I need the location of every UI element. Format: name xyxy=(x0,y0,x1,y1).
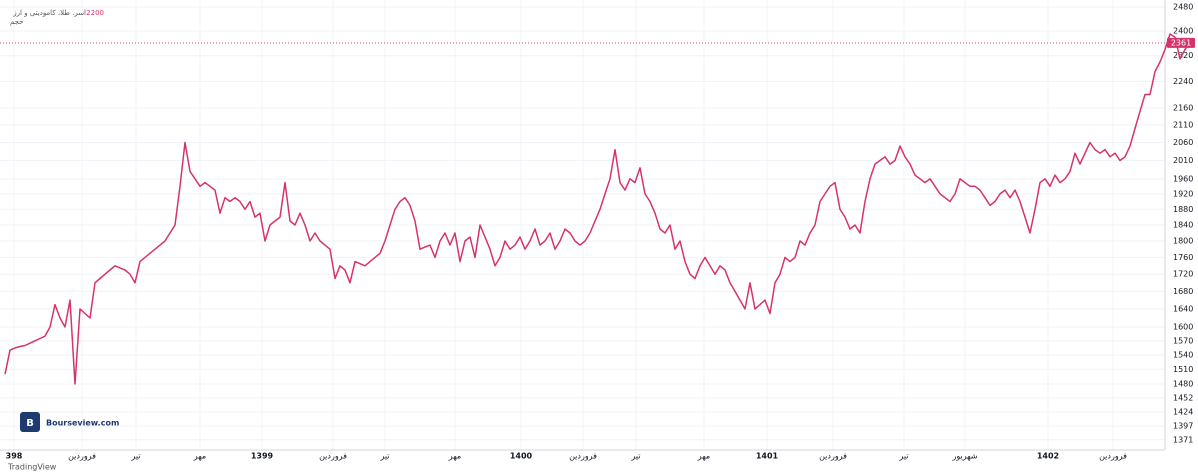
y-tick-label: 2400 xyxy=(1173,26,1193,35)
footer: TradingView xyxy=(7,463,57,472)
x-tick-label: فروردین xyxy=(1099,452,1127,461)
y-tick-label: 2240 xyxy=(1173,77,1193,86)
x-tick-label: تیر xyxy=(379,452,389,461)
y-tick-label: 1960 xyxy=(1173,174,1193,183)
y-tick-label: 2320 xyxy=(1173,51,1193,60)
x-tick-label: فروردین xyxy=(569,452,597,461)
y-tick-label: 2010 xyxy=(1173,156,1193,165)
y-tick-label: 1397 xyxy=(1173,422,1193,431)
y-tick-label: 2480 xyxy=(1173,3,1193,12)
x-tick-label: مهر xyxy=(697,452,710,461)
x-tick-label: فروردین xyxy=(319,452,347,461)
logo-letters: B xyxy=(26,418,34,429)
x-tick-label: 398 xyxy=(6,452,23,461)
x-tick-label: تیر xyxy=(898,452,908,461)
x-tick-label: 1402 xyxy=(1037,452,1059,461)
y-tick-label: 1800 xyxy=(1173,237,1193,246)
y-tick-label: 1680 xyxy=(1173,287,1193,296)
x-tick-label: 1400 xyxy=(510,452,533,461)
x-tick-label: 1401 xyxy=(756,452,779,461)
y-tick-label: 1880 xyxy=(1173,205,1193,214)
y-tick-label: 1480 xyxy=(1173,379,1193,388)
y-tick-label: 1760 xyxy=(1173,253,1193,262)
x-tick-label: تیر xyxy=(630,452,640,461)
y-tick-label: 1600 xyxy=(1173,323,1193,332)
y-tick-label: 1640 xyxy=(1173,304,1193,313)
last-price-label: 2361 xyxy=(1171,38,1191,47)
price-line xyxy=(4,33,1191,385)
x-tick-label: فروردین xyxy=(819,452,847,461)
last-value: 2200 xyxy=(86,9,104,17)
y-tick-label: 2160 xyxy=(1173,103,1193,112)
y-tick-label: 1840 xyxy=(1173,220,1193,229)
y-tick-label: 1920 xyxy=(1173,189,1193,198)
watermark: Bourseview.com xyxy=(46,419,119,428)
y-tick-label: 1452 xyxy=(1173,393,1193,402)
x-tick-label: تیر xyxy=(130,452,140,461)
y-tick-label: 1720 xyxy=(1173,270,1193,279)
y-tick-label: 2060 xyxy=(1173,138,1193,147)
logo-icon xyxy=(20,412,40,432)
x-tick-label: مهر xyxy=(193,452,206,461)
x-tick-label: شهریور xyxy=(951,452,977,461)
x-tick-label: 1399 xyxy=(251,452,274,461)
last-price-box xyxy=(1167,37,1195,48)
subtitle: حجم xyxy=(10,18,24,26)
grid xyxy=(0,0,1165,450)
y-tick-label: 1371 xyxy=(1173,435,1193,444)
x-tick-label: مهر xyxy=(448,452,461,461)
y-tick-label: 1540 xyxy=(1173,350,1193,359)
x-tick-label: فروردین xyxy=(68,452,96,461)
y-tick-label: 1424 xyxy=(1173,408,1193,417)
y-tick-label: 1510 xyxy=(1173,365,1193,374)
chart-title: اسر. طلا، کامودیتی و ارز xyxy=(12,9,86,17)
y-tick-label: 2110 xyxy=(1173,121,1193,130)
y-tick-label: 1570 xyxy=(1173,336,1193,345)
